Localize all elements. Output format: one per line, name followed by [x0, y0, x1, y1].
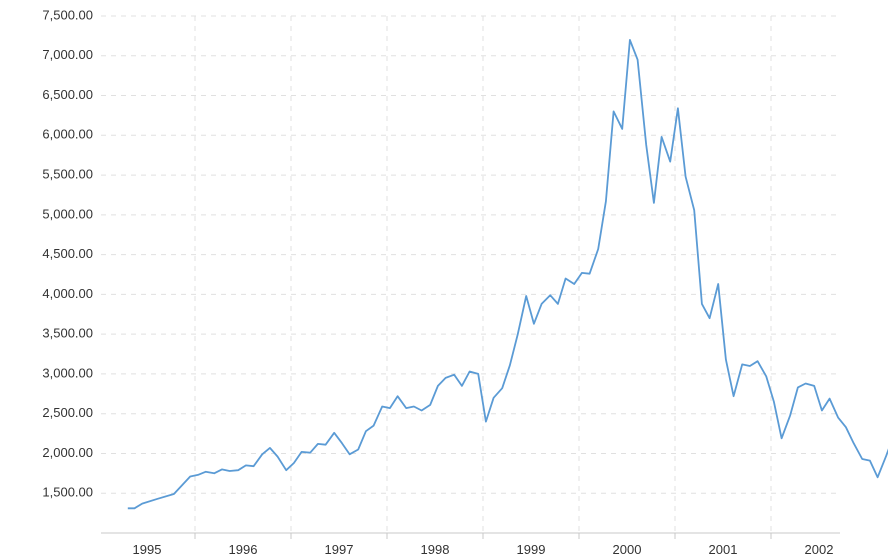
y-tick-label: 3,000.00	[42, 365, 93, 380]
y-tick-label: 7,000.00	[42, 47, 93, 62]
grid	[101, 15, 840, 533]
y-tick-label: 6,000.00	[42, 127, 93, 142]
series	[127, 39, 888, 510]
y-tick-label: 4,000.00	[42, 286, 93, 301]
x-tick-label: 2001	[709, 542, 738, 557]
y-tick-label: 5,000.00	[42, 206, 93, 221]
x-tick-label: 2002	[805, 542, 834, 557]
x-axis-ticks: 1995 1996 1997 1998 1999 2000 2001 2002	[133, 542, 834, 557]
y-tick-label: 4,500.00	[42, 246, 93, 261]
x-tick-label: 1998	[421, 542, 450, 557]
y-tick-label: 2,500.00	[42, 405, 93, 420]
axes	[101, 532, 840, 539]
x-tick-label: 1999	[517, 542, 546, 557]
y-tick-label: 3,500.00	[42, 326, 93, 341]
y-tick-label: 7,500.00	[42, 7, 93, 22]
x-tick-label: 1995	[133, 542, 162, 557]
x-tick-label: 1997	[325, 542, 354, 557]
x-tick-label: 1996	[229, 542, 258, 557]
y-tick-label: 1,500.00	[42, 485, 93, 500]
y-axis-ticks: 7,500.00 7,000.00 6,500.00 6,000.00 5,500.00…	[42, 7, 93, 499]
x-tick-label: 2000	[613, 542, 642, 557]
y-tick-label: 5,500.00	[42, 167, 93, 182]
y-tick-label: 2,000.00	[42, 445, 93, 460]
y-tick-label: 6,500.00	[42, 87, 93, 102]
series-line	[127, 39, 888, 510]
